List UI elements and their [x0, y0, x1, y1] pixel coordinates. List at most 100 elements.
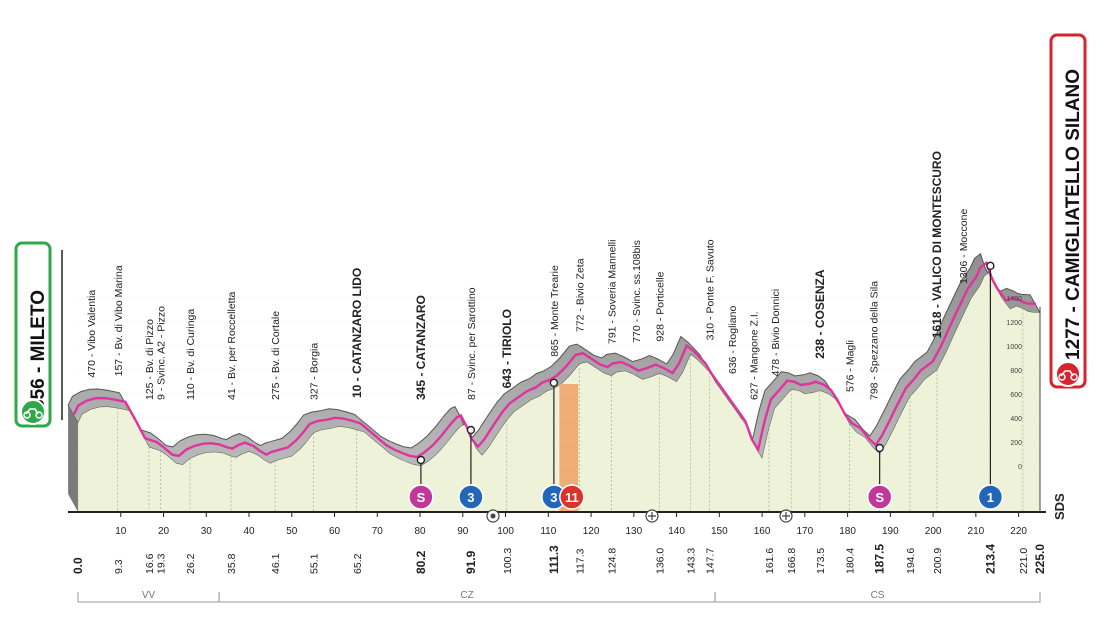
- x-tick-label: 90: [457, 526, 469, 537]
- finish-name: CAMIGLIATELLO SILANO: [1063, 69, 1084, 301]
- x-tick-label: 30: [201, 526, 213, 537]
- km-label: 46.1: [270, 553, 282, 574]
- finish-pin: 1277 - CAMIGLIATELLO SILANO: [1049, 33, 1087, 389]
- finish-label: 1277 - CAMIGLIATELLO SILANO: [1063, 69, 1084, 360]
- x-tick-label: 200: [925, 526, 942, 537]
- waypoint-label: 310 - Ponte F. Savuto: [705, 239, 717, 340]
- waypoint-label: 627 - Mangone Z.I.: [749, 311, 761, 400]
- marker-dot: [986, 261, 995, 271]
- km-label: 213.4: [983, 544, 997, 574]
- waypoint-label: 770 - Svinc. ss.108bis: [631, 240, 643, 343]
- x-tick-label: 60: [329, 526, 341, 537]
- waypoint-label: 798 - Spezzano della Sila: [868, 281, 880, 400]
- marker-dot: [875, 443, 884, 453]
- waypoint-label: 576 - Magli: [844, 340, 856, 392]
- x-tick-label: 10: [115, 526, 127, 537]
- waypoint-label: 327 - Borgia: [309, 343, 321, 400]
- km-label: 221.0: [1018, 548, 1030, 574]
- start-name: MILETO: [28, 290, 49, 361]
- waypoint-label: 238 - COSENZA: [813, 269, 827, 359]
- x-tick-label: 150: [711, 526, 728, 537]
- km-label: 26.2: [185, 553, 197, 574]
- waypoint-label: 345 - CATANZARO: [414, 295, 428, 400]
- x-tick-label: 120: [583, 526, 600, 537]
- kom-icon: [458, 484, 484, 510]
- kom-icon: [977, 484, 1004, 510]
- y-tick-label: 400: [1010, 416, 1022, 423]
- x-tick-label: 190: [882, 526, 899, 537]
- waypoint-label: 9 - Svinc. A2 - Pizzo: [156, 306, 168, 400]
- kom-label: 3: [467, 490, 474, 505]
- province-regions: VV CZ CS: [77, 590, 1041, 603]
- km-label: 124.8: [607, 548, 619, 574]
- waypoint-label: 928 - Porticelle: [655, 271, 667, 341]
- x-tick-label: 140: [668, 526, 685, 537]
- region-label: CS: [871, 590, 885, 601]
- x-axis-ticks: 10 20 30 40 50 60 70 80 90 100 110 120 130 140 150 160 1…: [115, 512, 1027, 537]
- x-tick-label: 180: [839, 526, 856, 537]
- x-tick-label: 20: [158, 526, 170, 537]
- kom-label: 3: [550, 490, 557, 505]
- profile-side-wall: [68, 405, 78, 512]
- km-label: 55.1: [309, 553, 321, 574]
- km-label: 147.7: [705, 548, 717, 574]
- sds-logo: SDS: [1052, 493, 1067, 520]
- profile-body: [61, 250, 1046, 513]
- y-tick-label: 200: [1010, 440, 1022, 447]
- km-label: 111.3: [547, 545, 561, 574]
- km-label: 80.2: [414, 550, 428, 574]
- km-label: 0.0: [71, 557, 85, 574]
- x-tick-label: 70: [372, 526, 384, 537]
- x-tick-label: 210: [968, 526, 985, 537]
- x-tick-label: 40: [243, 526, 255, 537]
- region-bracket: [714, 592, 1041, 603]
- x-tick-label: 130: [625, 526, 642, 537]
- km-label: 9.3: [113, 559, 125, 574]
- km-label: 19.3: [156, 553, 168, 574]
- x-tick-label: 100: [497, 526, 514, 537]
- km-label: 136.0: [655, 548, 667, 574]
- km-label: 143.3: [686, 548, 698, 574]
- y-tick-label: 600: [1010, 392, 1022, 399]
- finish-altitude: 1277: [1063, 318, 1084, 360]
- km-label: 200.9: [932, 548, 944, 574]
- marker-dot: [466, 425, 476, 435]
- y-tick-label: 0: [1018, 464, 1022, 471]
- km-label: 91.9: [464, 550, 478, 574]
- km-label: 225.0: [1033, 544, 1047, 574]
- km-label: 35.8: [226, 553, 238, 574]
- km-label: 65.2: [352, 553, 364, 574]
- sprint-label: S: [417, 490, 426, 505]
- sprint-icon: [408, 484, 434, 510]
- x-tick-label: 170: [797, 526, 814, 537]
- y-tick-label: 800: [1010, 368, 1022, 375]
- waypoint-label: 87 - Svinc. per Sarottino: [466, 287, 478, 400]
- start-pin: 356 - MILETO: [14, 241, 52, 428]
- tunnel-icon: [779, 509, 793, 523]
- waypoint-label: 125 - Bv. di Pizzo: [144, 319, 156, 400]
- waypoint-label: 772 - Bivio Zeta: [575, 258, 587, 332]
- waypoint-label: 478 - Bivio Donnici: [770, 289, 782, 377]
- marker-dot: [549, 378, 559, 388]
- waypoint-label: 1306 - Moccone: [958, 209, 970, 284]
- waypoint-label: 110 - Bv. di Curinga: [185, 309, 197, 400]
- region-label: VV: [142, 590, 156, 601]
- waypoint-labels: 470 - Vibo Valentia 157 - Bv. di Vibo Mar…: [86, 151, 970, 400]
- km-labels: 0.0 9.3 16.6 19.3 26.2 35.8 46.1 55.1 65.2 80.2 91…: [71, 544, 1047, 574]
- waypoint-label: 275 - Bv. di Cortale: [270, 311, 282, 400]
- waypoint-label: 10 - CATANZARO LIDO: [350, 268, 364, 398]
- bonus-icon: [559, 484, 585, 510]
- waypoint-label: 470 - Vibo Valentia: [86, 290, 98, 378]
- km-label: 173.5: [815, 548, 827, 574]
- waypoint-label: 1618 - VALICO DI MONTESCURO: [930, 151, 944, 338]
- profile-face: [78, 271, 1040, 512]
- marker-dot: [416, 455, 426, 465]
- start-bike-icon: [20, 399, 46, 425]
- kom-label: 1: [987, 490, 994, 505]
- waypoint-label: 865 - Monte Trearie: [549, 265, 561, 357]
- feed-icons: [486, 509, 793, 523]
- x-tick-label: 160: [754, 526, 771, 537]
- waypoint-label: 157 - Bv. di Vibo Marina: [113, 265, 125, 376]
- finish-bike-icon: [1055, 361, 1081, 387]
